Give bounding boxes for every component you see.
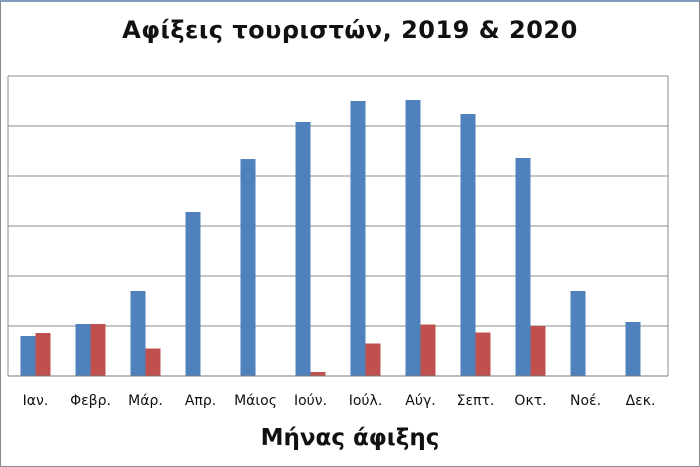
x-tick-label: Σεπτ. [457,393,495,409]
bar-Μάιος [240,159,256,376]
bar-Ιούλ. [365,343,381,376]
bar-Ιαν. [35,333,51,376]
x-tick-label: Αύγ. [405,393,435,409]
x-tick-label: Ιούλ. [349,393,383,409]
chart-title: Αφίξεις τουριστών, 2019 & 2020 [122,16,578,44]
bar-Δεκ. [625,322,641,376]
bar-Μάρ. [130,291,146,376]
bar-Αύγ. [420,324,436,376]
bar-Ιούλ. [350,101,366,376]
x-tick-label: Δεκ. [626,393,656,409]
x-tick-label: Ιούν. [294,393,327,409]
bar-Σεπτ. [460,114,476,376]
x-axis-title: Μήνας άφιξης [260,425,440,451]
x-tick-label: Φεβρ. [70,393,111,409]
x-tick-label: Μάιος [234,393,277,409]
x-tick-label: Οκτ. [514,393,546,409]
x-tick-label: Απρ. [185,393,216,409]
bar-Φεβρ. [75,324,91,376]
bar-Μάρ. [145,348,161,376]
x-tick-label: Ιαν. [23,393,49,409]
bar-Φεβρ. [90,324,106,376]
bar-Οκτ. [530,326,546,376]
bar-Ιούν. [295,122,311,376]
bar-Νοέ. [570,291,586,376]
bar-Ιαν. [20,336,36,376]
bar-Αύγ. [405,100,421,376]
x-tick-label: Μάρ. [128,393,163,409]
bar-Απρ. [185,212,201,376]
bar-Σεπτ. [475,332,491,376]
bar-Οκτ. [515,158,531,376]
bar-Ιούν. [310,372,326,376]
x-tick-label: Νοέ. [570,393,601,409]
